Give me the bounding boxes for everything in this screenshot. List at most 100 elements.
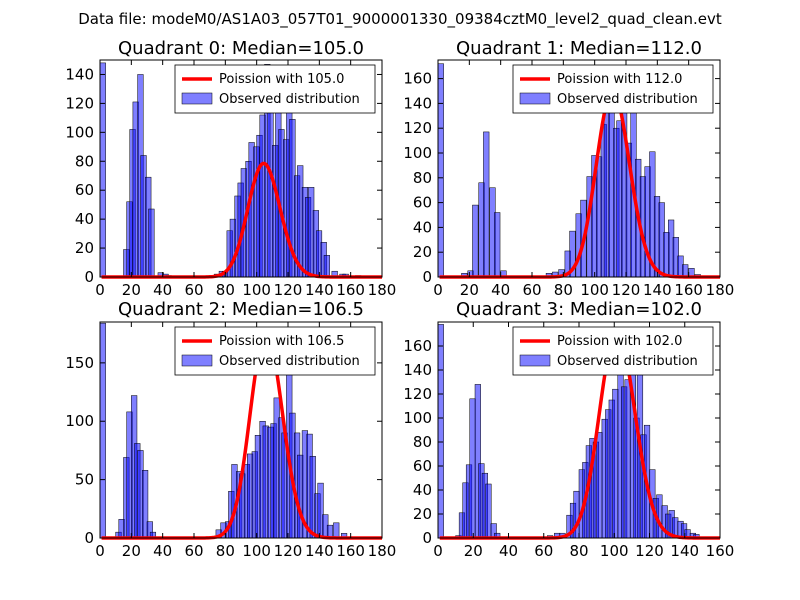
x-tick-label: 160 [674, 281, 703, 299]
histogram-bar [682, 264, 689, 278]
legend-patch-swatch [181, 92, 213, 105]
panel-quadrant-3: Quadrant 3: Median=102.0 0 20 40 60 80 100 120… [403, 299, 734, 560]
x-tick-label: 0 [95, 281, 105, 299]
histogram-bar [333, 522, 340, 539]
y-tick-label: 80 [75, 152, 94, 170]
x-tick-label: 60 [184, 542, 203, 560]
y-tick-label: 0 [84, 268, 94, 286]
histogram-bars [99, 62, 362, 278]
legend-box [174, 64, 376, 114]
axes-frame [437, 59, 721, 278]
histogram-bar [596, 432, 603, 539]
y-tick-label: 60 [75, 181, 94, 199]
y-tick-label: 160 [403, 337, 432, 355]
legend-patch-swatch [519, 92, 551, 105]
tick-marks: 0 20 40 60 80 100 120 140 160 1800204060801001201… [403, 60, 734, 299]
legend: Poission with 112.0 Observed distributio… [512, 64, 714, 114]
y-tick-label: 40 [413, 218, 432, 236]
histogram-bar [437, 63, 444, 278]
legend-label-observed: Observed distribution [219, 92, 360, 107]
y-tick-label: 160 [403, 70, 432, 88]
x-tick-label: 160 [706, 542, 735, 560]
x-tick-label: 100 [600, 542, 629, 560]
y-tick-label: 120 [403, 119, 432, 137]
tick-marks: 0 20 40 60 80 100 120 140 160 0 20 40 60 80 100 120 140 1… [403, 322, 734, 560]
x-tick-label: 80 [216, 281, 235, 299]
x-tick-label: 20 [460, 281, 479, 299]
y-tick-label: 0 [84, 529, 94, 547]
x-tick-label: 140 [305, 542, 334, 560]
y-tick-label: 40 [75, 210, 94, 228]
x-tick-label: 40 [491, 281, 510, 299]
panel-quadrant-2: Quadrant 2: Median=106.5 0 20 40 60 80 100 120… [65, 299, 396, 560]
x-tick-label: 140 [643, 281, 672, 299]
x-tick-label: 40 [153, 542, 172, 560]
legend-box [174, 326, 376, 376]
x-tick-label: 40 [153, 281, 172, 299]
legend: Poission with 106.5 Observed distributio… [174, 326, 376, 376]
x-tick-label: 180 [368, 542, 397, 560]
x-tick-label: 140 [670, 542, 699, 560]
legend-label-observed: Observed distribution [557, 354, 698, 369]
y-tick-label: 0 [422, 268, 432, 286]
histogram-bar [323, 255, 330, 278]
legend: Poission with 105.0 Observed distributio… [174, 64, 376, 114]
x-tick-label: 60 [534, 542, 553, 560]
tick-marks: 0 20 40 60 80 100 120 140 160 1800204060801001201… [65, 60, 396, 299]
y-tick-label: 0 [422, 529, 432, 547]
y-tick-label: 60 [413, 194, 432, 212]
x-tick-label: 120 [274, 281, 303, 299]
axes-frame [99, 321, 383, 539]
x-tick-label: 80 [554, 281, 573, 299]
y-tick-label: 140 [403, 361, 432, 379]
histogram-bar [472, 204, 479, 278]
y-tick-label: 140 [65, 65, 94, 83]
panel-title: Quadrant 0: Median=105.0 [118, 38, 364, 59]
legend-patch-swatch [181, 354, 213, 367]
legend-label-poisson: Poission with 105.0 [219, 72, 344, 87]
x-tick-label: 120 [274, 542, 303, 560]
legend-label-poisson: Poission with 112.0 [557, 72, 682, 87]
legend-box [512, 326, 714, 376]
x-tick-label: 140 [305, 281, 334, 299]
x-tick-label: 100 [242, 542, 271, 560]
y-tick-label: 20 [413, 505, 432, 523]
x-tick-label: 60 [184, 281, 203, 299]
panel-title: Quadrant 1: Median=112.0 [456, 38, 702, 59]
suptitle: Data file: modeM0/AS1A03_057T01_90000013… [78, 10, 722, 29]
x-tick-label: 160 [336, 542, 365, 560]
histogram-bar [612, 388, 619, 539]
histogram-bar [494, 212, 501, 278]
y-tick-label: 100 [65, 123, 94, 141]
y-tick-label: 40 [413, 481, 432, 499]
panel-title: Quadrant 2: Median=106.5 [118, 299, 364, 320]
x-tick-label: 20 [122, 281, 141, 299]
y-tick-label: 100 [403, 409, 432, 427]
y-tick-label: 20 [413, 243, 432, 261]
y-tick-label: 80 [413, 433, 432, 451]
histogram-bar [469, 398, 476, 539]
y-tick-label: 20 [75, 239, 94, 257]
y-tick-label: 140 [403, 94, 432, 112]
panel-title: Quadrant 3: Median=102.0 [456, 299, 702, 320]
histogram-bar [483, 131, 490, 278]
legend-patch-swatch [519, 354, 551, 367]
y-tick-label: 80 [413, 169, 432, 187]
histogram-bar [99, 62, 106, 278]
legend-box [512, 64, 714, 114]
x-tick-label: 100 [242, 281, 271, 299]
x-tick-label: 120 [612, 281, 641, 299]
legend: Poission with 102.0 Observed distributio… [512, 326, 714, 376]
histogram-bar [148, 208, 155, 278]
y-tick-label: 60 [413, 457, 432, 475]
x-tick-label: 60 [522, 281, 541, 299]
y-tick-label: 120 [65, 94, 94, 112]
x-tick-label: 100 [580, 281, 609, 299]
histogram-bar [485, 483, 492, 539]
panel-quadrant-0: Quadrant 0: Median=105.0 0 20 40 60 80 100 120… [65, 38, 396, 299]
x-tick-label: 180 [706, 281, 735, 299]
x-tick-label: 160 [336, 281, 365, 299]
x-tick-label: 0 [433, 281, 443, 299]
